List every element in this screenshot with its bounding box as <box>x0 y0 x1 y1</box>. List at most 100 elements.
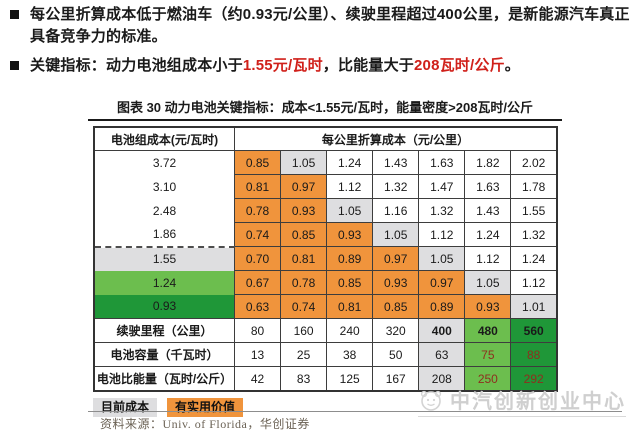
table-cell: 1.32 <box>418 198 466 223</box>
table-cell: 1.82 <box>464 150 512 175</box>
table-cell: 1.32 <box>510 222 558 247</box>
table-cell: 0.74 <box>233 222 282 247</box>
info-row-label: 续驶里程（公里） <box>93 318 235 343</box>
table-cell: 38 <box>326 342 374 367</box>
battery-cost-label: 3.10 <box>93 174 235 199</box>
table-cell: 0.81 <box>326 294 374 319</box>
table-cell: 0.85 <box>233 150 282 175</box>
info-row-label: 电池容量（千瓦时） <box>93 342 235 367</box>
table-cell: 0.93 <box>464 294 512 319</box>
footer-rule <box>88 411 622 412</box>
table-cell: 0.70 <box>233 246 282 271</box>
battery-cost-label: 1.86 <box>93 222 235 247</box>
bullet-text: 每公里折算成本低于燃油车（约0.93元/公里）、续驶里程超过400公里，是新能源… <box>30 4 632 48</box>
table-cell: 42 <box>233 366 282 392</box>
info-row-label: 电池比能量（瓦时/公斤） <box>93 366 235 392</box>
table-cell: 50 <box>372 342 420 367</box>
table-cell: 250 <box>464 366 512 392</box>
battery-cost-label: 1.55 <box>93 245 235 271</box>
table-cell: 25 <box>280 342 328 367</box>
table-cell: 0.97 <box>280 174 328 199</box>
table-cell: 1.01 <box>510 294 558 319</box>
table-cell: 1.05 <box>464 270 512 295</box>
table-header-row: 电池组成本(元/瓦时) 每公里折算成本（元/公里） <box>93 126 558 151</box>
table-cell: 0.97 <box>372 246 420 271</box>
legend-chip: 有实用价值 <box>167 398 244 418</box>
chart-block: 图表 30 动力电池关键指标：成本<1.55元/瓦时，能量密度>208瓦时/公斤… <box>88 97 562 418</box>
bullet-item: 每公里折算成本低于燃油车（约0.93元/公里）、续驶里程超过400公里，是新能源… <box>10 4 632 48</box>
table-cell: 0.85 <box>280 222 328 247</box>
table-cell: 0.81 <box>233 174 282 199</box>
table-cell: 80 <box>233 318 282 343</box>
table-cell: 1.55 <box>510 198 558 223</box>
table-cell: 1.43 <box>372 150 420 175</box>
battery-cost-label: 1.24 <box>93 270 235 295</box>
cost-row: 1.86 0.74 0.85 0.93 1.05 1.12 1.24 1.32 <box>93 222 558 247</box>
table-cell: 1.63 <box>418 150 466 175</box>
legend: 目前成本 有实用价值 <box>93 398 562 418</box>
bullet-text-segment: 关键指标：动力电池组成本小于 <box>30 56 243 74</box>
table-cell: 240 <box>326 318 374 343</box>
cost-row: 3.10 0.81 0.97 1.12 1.32 1.47 1.63 1.78 <box>93 174 558 199</box>
highlighted-metric: 1.55元/瓦时 <box>242 56 323 74</box>
cost-row: 1.55 0.70 0.81 0.89 0.97 1.05 1.12 1.24 <box>93 245 558 271</box>
bullet-text: 关键指标：动力电池组成本小于1.55元/瓦时，比能量大于208瓦时/公斤。 <box>30 55 520 77</box>
table-cell: 1.16 <box>372 198 420 223</box>
cost-row: 0.93 0.63 0.74 0.81 0.85 0.89 0.93 1.01 <box>93 294 558 319</box>
table-cell: 480 <box>464 318 512 343</box>
table-cell: 1.12 <box>510 270 558 295</box>
cost-row: 3.72 0.85 1.05 1.24 1.43 1.63 1.82 2.02 <box>93 150 558 175</box>
table-cell: 1.32 <box>372 174 420 199</box>
bullet-text-segment: ，比能量大于 <box>322 56 414 74</box>
table-cell: 208 <box>418 366 466 392</box>
table-cell: 1.12 <box>326 174 374 199</box>
bullet-square-icon <box>10 10 19 19</box>
table-cell: 75 <box>464 342 512 367</box>
table-cell: 0.85 <box>372 294 420 319</box>
bullet-item: 关键指标：动力电池组成本小于1.55元/瓦时，比能量大于208瓦时/公斤。 <box>10 55 632 77</box>
battery-cost-label: 3.72 <box>93 150 235 175</box>
table-cell: 0.89 <box>326 246 374 271</box>
table-cell: 1.12 <box>418 222 466 247</box>
battery-cost-label: 2.48 <box>93 198 235 223</box>
battery-cost-label: 0.93 <box>93 294 235 319</box>
bullet-list: 每公里折算成本低于燃油车（约0.93元/公里）、续驶里程超过400公里，是新能源… <box>10 4 632 83</box>
header-per-km-cost: 每公里折算成本（元/公里） <box>234 126 558 151</box>
bullet-text-segment: 每公里折算成本低于燃油车（约0.93元/公里）、续驶里程超过400公里，是新能源… <box>30 6 630 45</box>
table-cell: 0.78 <box>233 198 282 223</box>
table-cell: 400 <box>418 318 466 343</box>
table-cell: 83 <box>280 366 328 392</box>
table-cell: 1.43 <box>464 198 512 223</box>
table-cell: 1.05 <box>280 150 328 175</box>
table-cell: 0.74 <box>280 294 328 319</box>
table-cell: 0.81 <box>280 246 328 271</box>
table-cell: 1.78 <box>510 174 558 199</box>
table-cell: 0.67 <box>233 270 282 295</box>
table-cell: 160 <box>280 318 328 343</box>
table-cell: 1.05 <box>326 198 374 223</box>
table-cell: 1.63 <box>464 174 512 199</box>
info-row: 电池比能量（瓦时/公斤） 42 83 125 167 208 250 292 <box>93 366 558 392</box>
watermark-text: 中汽创新创业中心 <box>450 391 626 413</box>
battery-metrics-table: 电池组成本(元/瓦时) 每公里折算成本（元/公里） 3.72 0.85 1.05 1.… <box>93 126 558 392</box>
table-cell: 88 <box>510 342 558 367</box>
table-cell: 0.93 <box>372 270 420 295</box>
bullet-square-icon <box>10 60 19 70</box>
table-cell: 2.02 <box>510 150 558 175</box>
highlighted-metric: 208瓦时/公斤 <box>413 56 505 74</box>
table-cell: 1.24 <box>464 222 512 247</box>
watermark: 中汽创新创业中心 <box>418 385 626 417</box>
cost-row: 2.48 0.78 0.93 1.05 1.16 1.32 1.43 1.55 <box>93 198 558 223</box>
table-cell: 0.78 <box>280 270 328 295</box>
table-cell: 0.63 <box>233 294 282 319</box>
table-cell: 0.85 <box>326 270 374 295</box>
header-battery-cost: 电池组成本(元/瓦时) <box>93 126 235 151</box>
table-cell: 167 <box>372 366 420 392</box>
table-cell: 0.93 <box>326 222 374 247</box>
table-cell: 125 <box>326 366 374 392</box>
legend-chip: 目前成本 <box>93 398 158 418</box>
table-cell: 320 <box>372 318 420 343</box>
table-cell: 63 <box>418 342 466 367</box>
table-cell: 13 <box>233 342 282 367</box>
